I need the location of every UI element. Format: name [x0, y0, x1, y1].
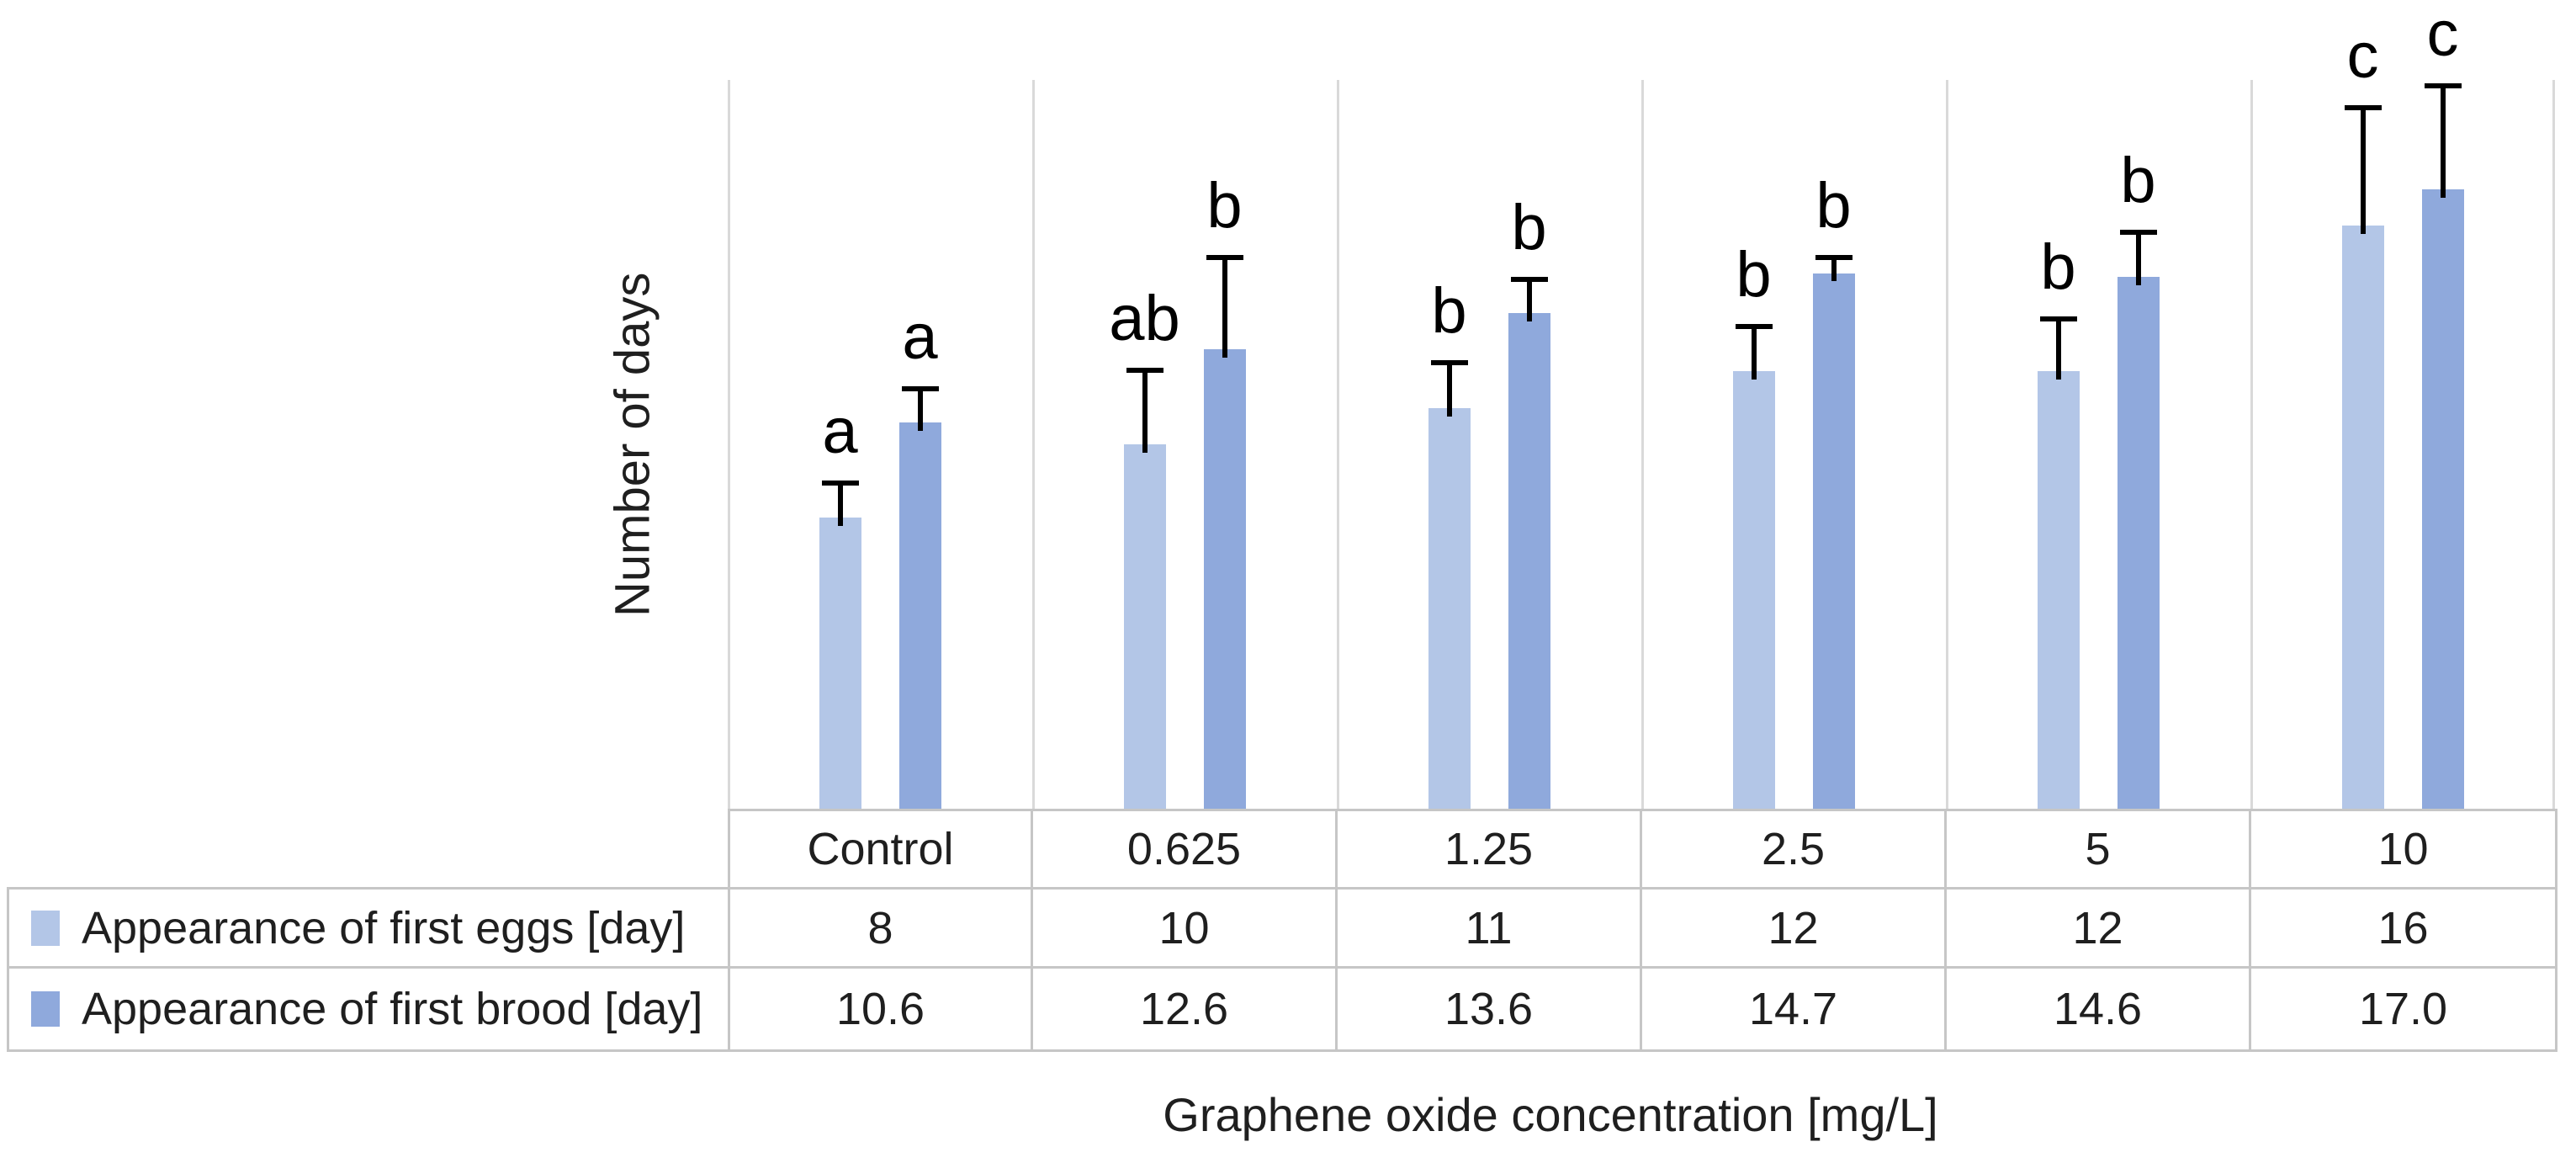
legend-label: Appearance of first eggs [day]: [82, 902, 686, 953]
bar-first-brood: [898, 422, 941, 809]
table-value-cell: 12: [1640, 887, 1947, 969]
plot-area: a ab b b b c a b b b b c: [728, 3, 2555, 809]
legend-label-cell: Appearance of first brood [day]: [7, 966, 730, 1052]
error-bar-line: [1831, 254, 1837, 282]
gridline: [1946, 80, 1948, 809]
error-bar-line: [1751, 324, 1757, 380]
error-bar-cap: [2424, 83, 2462, 89]
error-bar-cap: [1815, 254, 1852, 260]
significance-letter: ab: [1109, 283, 1180, 355]
bar-first-eggs: [2341, 226, 2384, 809]
significance-letter: b: [1815, 169, 1852, 242]
error-bar-cap: [2039, 316, 2077, 322]
bar-first-eggs: [2037, 371, 2080, 809]
legend-label: Appearance of first brood [day]: [82, 984, 703, 1034]
significance-letter: b: [1206, 169, 1243, 242]
error-bar-line: [2360, 105, 2366, 235]
error-bar-line: [917, 385, 923, 432]
error-bar-cap: [901, 385, 939, 391]
table-value-cell: 12: [1944, 887, 2251, 969]
error-bar-line: [1222, 254, 1227, 358]
bar-first-brood: [1508, 313, 1550, 809]
table-value-cell: 10.6: [728, 966, 1033, 1052]
significance-letter: b: [1431, 275, 1467, 348]
table-value-cell: 13.6: [1335, 966, 1642, 1052]
x-axis-title: Graphene oxide concentration [mg/L]: [1163, 1088, 1938, 1141]
error-bar-line: [2135, 229, 2141, 285]
bar-first-brood: [2421, 189, 2464, 809]
bar-first-eggs: [1428, 407, 1471, 809]
bar-first-brood: [1812, 273, 1855, 809]
bar-first-eggs: [1123, 444, 1166, 809]
significance-letter: b: [1736, 239, 1772, 311]
error-bar-cap: [1126, 368, 1163, 374]
y-axis-title: Number of days: [605, 272, 660, 617]
gridline: [728, 80, 730, 809]
error-bar-cap: [1510, 276, 1548, 282]
error-bar-line: [1526, 276, 1532, 322]
table-header-cell: 1.25: [1335, 809, 1642, 890]
error-bar-line: [1142, 368, 1148, 453]
table-value-cell: 14.6: [1944, 966, 2251, 1052]
table-value-cell: 11: [1335, 887, 1642, 969]
error-bar-cap: [821, 481, 859, 486]
error-bar-line: [2055, 316, 2061, 380]
significance-letter: a: [902, 300, 938, 373]
bar-first-brood: [1203, 349, 1246, 809]
table-header-cell: 0.625: [1031, 809, 1338, 890]
significance-letter: a: [822, 396, 858, 468]
table-header-cell: Control: [728, 809, 1033, 890]
error-bar-cap: [1430, 360, 1468, 366]
significance-letter: c: [2426, 0, 2459, 71]
legend-swatch: [31, 910, 60, 946]
legend-swatch: [31, 991, 60, 1027]
table-value-cell: 10: [1031, 887, 1338, 969]
error-bar-cap: [2119, 229, 2157, 235]
significance-letter: b: [2120, 144, 2156, 216]
bar-first-eggs: [819, 517, 861, 809]
bar-first-eggs: [1732, 371, 1775, 809]
legend-label-cell: Appearance of first eggs [day]: [7, 887, 730, 969]
error-bar-cap: [1735, 324, 1773, 330]
error-bar-cap: [1206, 254, 1243, 260]
error-bar-line: [1446, 360, 1452, 417]
significance-letter: b: [1511, 191, 1547, 263]
gridline: [1032, 80, 1035, 809]
table-value-cell: 8: [728, 887, 1033, 969]
significance-letter: c: [2346, 20, 2379, 93]
gridline: [1337, 80, 1339, 809]
gridline: [1641, 80, 1644, 809]
error-bar-line: [837, 481, 843, 526]
significance-letter: b: [2040, 231, 2076, 304]
gridline: [2552, 80, 2555, 809]
table-header-cell: 2.5: [1640, 809, 1947, 890]
table-value-cell: 17.0: [2249, 966, 2557, 1052]
table-header-cell: 10: [2249, 809, 2557, 890]
table-value-cell: 16: [2249, 887, 2557, 969]
error-bar-line: [2440, 83, 2446, 198]
table-value-cell: 14.7: [1640, 966, 1947, 1052]
bar-first-brood: [2117, 276, 2160, 809]
error-bar-cap: [2344, 105, 2382, 111]
table-value-cell: 12.6: [1031, 966, 1338, 1052]
table-header-cell: 5: [1944, 809, 2251, 890]
gridline: [2250, 80, 2253, 809]
